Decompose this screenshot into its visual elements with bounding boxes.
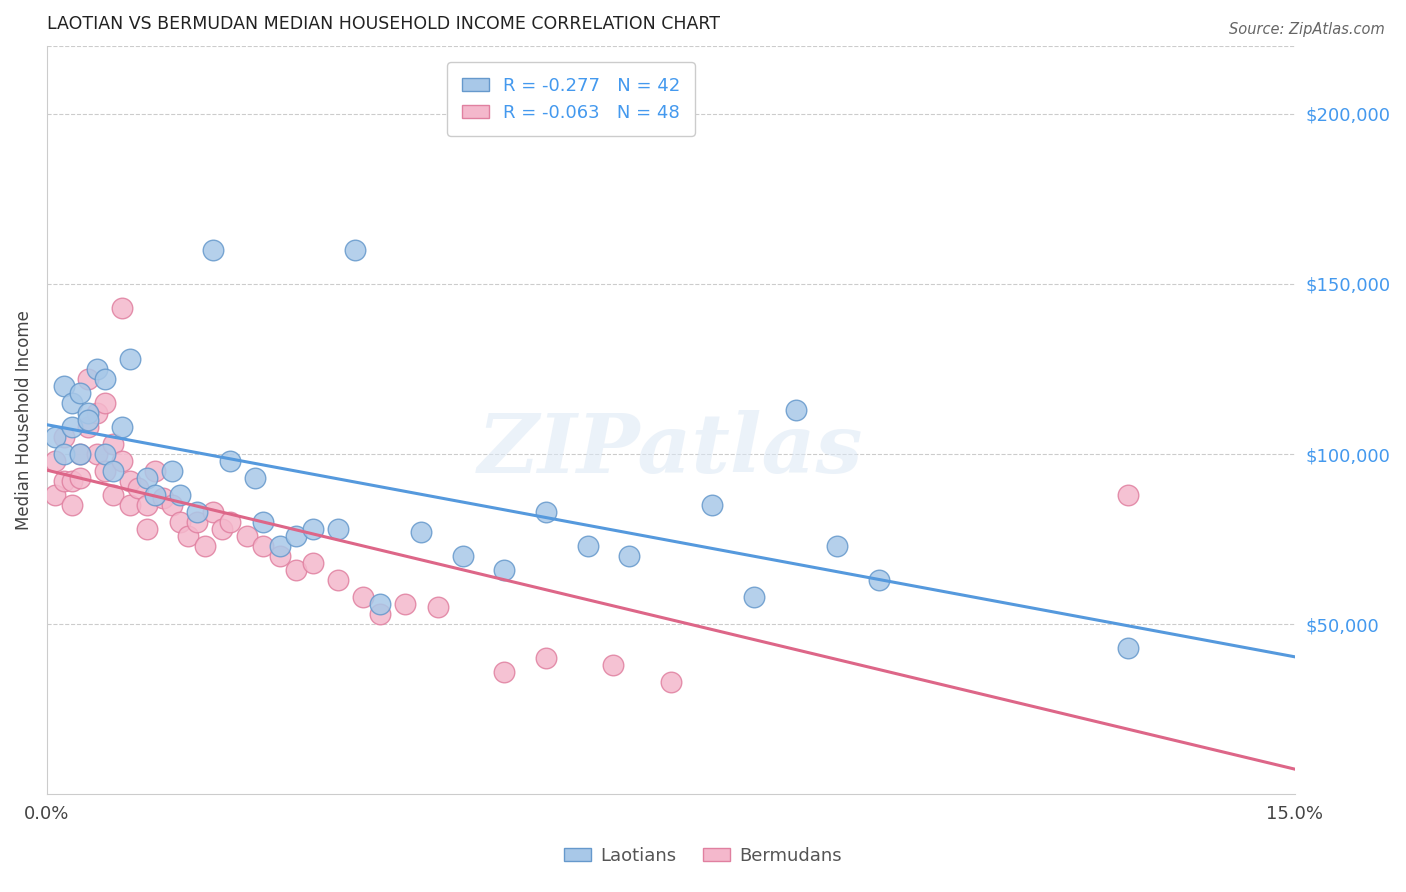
Point — [69, 447, 91, 461]
Point — [868, 573, 890, 587]
Point — [103, 488, 125, 502]
Point — [825, 539, 848, 553]
Point — [451, 549, 474, 563]
Y-axis label: Median Household Income: Median Household Income — [15, 310, 32, 530]
Point — [94, 464, 117, 478]
Point — [352, 590, 374, 604]
Point — [60, 396, 83, 410]
Point — [169, 515, 191, 529]
Point — [120, 351, 142, 366]
Point — [494, 563, 516, 577]
Point — [160, 464, 183, 478]
Point — [86, 362, 108, 376]
Point — [619, 549, 641, 563]
Point — [302, 522, 325, 536]
Point — [394, 597, 416, 611]
Point — [326, 522, 349, 536]
Point — [219, 454, 242, 468]
Text: LAOTIAN VS BERMUDAN MEDIAN HOUSEHOLD INCOME CORRELATION CHART: LAOTIAN VS BERMUDAN MEDIAN HOUSEHOLD INC… — [46, 15, 720, 33]
Point — [69, 385, 91, 400]
Point — [534, 505, 557, 519]
Point — [77, 413, 100, 427]
Point — [60, 475, 83, 489]
Point — [742, 590, 765, 604]
Point — [202, 505, 225, 519]
Point — [1118, 640, 1140, 655]
Point — [494, 665, 516, 679]
Point — [103, 464, 125, 478]
Point — [659, 675, 682, 690]
Point — [77, 372, 100, 386]
Point — [60, 420, 83, 434]
Point — [702, 498, 724, 512]
Point — [44, 454, 66, 468]
Point — [120, 498, 142, 512]
Legend: Laotians, Bermudans: Laotians, Bermudans — [557, 840, 849, 872]
Point — [120, 475, 142, 489]
Point — [411, 525, 433, 540]
Point — [86, 447, 108, 461]
Point — [143, 464, 166, 478]
Text: Source: ZipAtlas.com: Source: ZipAtlas.com — [1229, 22, 1385, 37]
Point — [426, 600, 449, 615]
Point — [243, 471, 266, 485]
Point — [94, 372, 117, 386]
Point — [86, 406, 108, 420]
Point — [94, 447, 117, 461]
Point — [302, 556, 325, 570]
Point — [326, 573, 349, 587]
Point — [576, 539, 599, 553]
Point — [103, 437, 125, 451]
Point — [44, 430, 66, 444]
Point — [219, 515, 242, 529]
Point — [177, 529, 200, 543]
Point — [52, 430, 75, 444]
Point — [77, 420, 100, 434]
Point — [60, 498, 83, 512]
Point — [202, 243, 225, 257]
Text: ZIPatlas: ZIPatlas — [478, 410, 863, 490]
Point — [127, 481, 149, 495]
Point — [143, 488, 166, 502]
Point — [368, 597, 391, 611]
Point — [343, 243, 366, 257]
Point — [534, 651, 557, 665]
Point — [602, 658, 624, 673]
Point — [52, 379, 75, 393]
Point — [785, 402, 807, 417]
Point — [194, 539, 217, 553]
Point — [135, 522, 157, 536]
Point — [368, 607, 391, 621]
Point — [211, 522, 233, 536]
Point — [269, 549, 291, 563]
Point — [135, 471, 157, 485]
Point — [111, 420, 134, 434]
Point — [252, 515, 274, 529]
Point — [52, 475, 75, 489]
Point — [111, 454, 134, 468]
Point — [285, 563, 308, 577]
Point — [152, 491, 174, 506]
Point — [285, 529, 308, 543]
Point — [69, 447, 91, 461]
Point — [44, 488, 66, 502]
Point — [186, 505, 208, 519]
Point — [186, 515, 208, 529]
Point — [235, 529, 257, 543]
Point — [94, 396, 117, 410]
Point — [77, 406, 100, 420]
Point — [135, 498, 157, 512]
Point — [52, 447, 75, 461]
Point — [252, 539, 274, 553]
Point — [69, 471, 91, 485]
Point — [111, 301, 134, 315]
Point — [169, 488, 191, 502]
Point — [160, 498, 183, 512]
Legend: R = -0.277   N = 42, R = -0.063   N = 48: R = -0.277 N = 42, R = -0.063 N = 48 — [447, 62, 695, 136]
Point — [1118, 488, 1140, 502]
Point — [269, 539, 291, 553]
